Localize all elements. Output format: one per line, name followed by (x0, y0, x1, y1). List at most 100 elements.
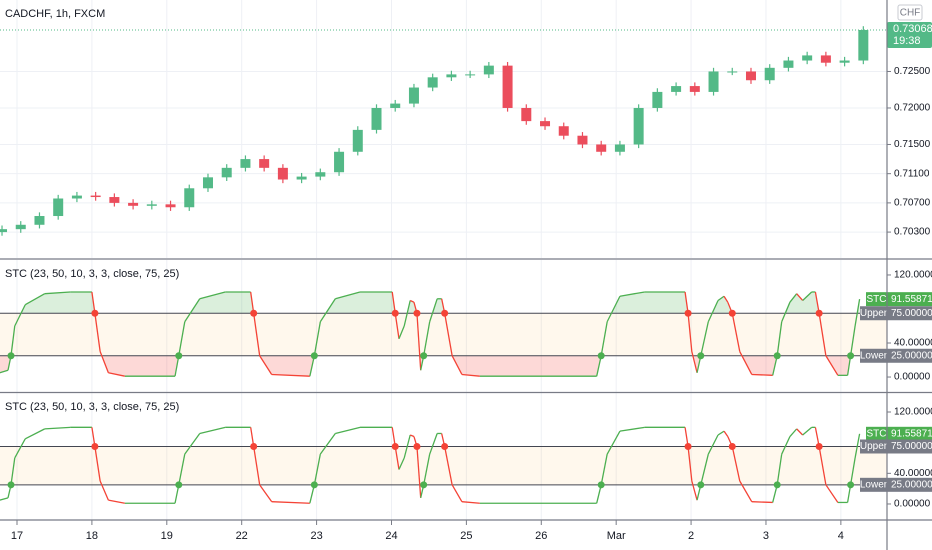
x-tick-label: 2 (688, 530, 694, 542)
x-tick-label: 18 (86, 530, 98, 542)
stc-line-segment (319, 298, 336, 323)
y-tick-label: 0.72000 (894, 103, 931, 114)
series-name-label: STC (867, 428, 887, 439)
candle-body (352, 129, 363, 152)
cross-dot (597, 481, 605, 489)
y-tick-label: 40.00000 (894, 468, 932, 479)
candle-body (15, 224, 26, 230)
candle-body (259, 159, 270, 168)
candle-body (408, 87, 419, 104)
cross-dot (441, 442, 449, 450)
stc-line-segment (319, 433, 336, 455)
stc-line-segment (394, 446, 400, 470)
stc-line-segment (818, 313, 827, 356)
level-value-label: 25.00000 (891, 350, 932, 361)
cross-dot (7, 352, 15, 360)
stc-line-segment (600, 454, 608, 485)
level-band (0, 446, 887, 485)
x-tick-label: Mar (607, 530, 626, 542)
y-tick-label: 40.00000 (894, 338, 932, 349)
cross-dot (773, 481, 781, 489)
level-name-label: Upper (860, 441, 888, 452)
stc-line-segment (108, 372, 125, 377)
stc-line-segment (391, 291, 396, 314)
stc-line-segment (10, 325, 16, 356)
y-tick-label: 0.71100 (894, 168, 930, 179)
stc-line-segment (691, 480, 698, 501)
stc-line-segment (700, 321, 709, 356)
last-price-label: 0.73068 (893, 23, 932, 35)
x-tick-label: 25 (460, 530, 472, 542)
stc-line-segment (802, 426, 813, 436)
stc-line-segment (606, 430, 621, 455)
candle-body (334, 151, 345, 173)
cross-dot (684, 442, 692, 450)
candle-body (764, 67, 775, 81)
stc-line-segment (684, 291, 689, 314)
candle-body (0, 229, 8, 233)
stc-line-segment (444, 313, 453, 356)
stc-line-segment (14, 438, 26, 459)
cross-dot (420, 481, 428, 489)
cross-dot (413, 309, 421, 317)
cross-dot (597, 352, 605, 360)
stc-line-segment (731, 313, 741, 352)
stc-line-segment (717, 430, 725, 436)
area-below (0, 355, 851, 377)
cross-dot (391, 442, 399, 450)
stc-line-segment (849, 457, 856, 485)
cross-dot (420, 352, 428, 360)
stc-line-segment (199, 291, 226, 300)
candle-body (483, 65, 494, 75)
stc-line-segment (691, 351, 698, 373)
candle-body (277, 167, 288, 180)
candle-body (202, 177, 213, 189)
stc-line-segment (451, 355, 463, 375)
cross-dot (728, 309, 736, 317)
candle-body (128, 202, 139, 206)
level-band (0, 313, 887, 356)
level-name-badge (860, 348, 887, 363)
stc-line-segment (796, 293, 804, 301)
stc-line-segment (707, 434, 719, 455)
stc-line-segment (199, 426, 226, 435)
pane-title: CADCHF, 1h, FXCM (5, 8, 105, 20)
cross-dot (7, 481, 15, 489)
cross-dot (250, 442, 258, 450)
cross-dot (728, 442, 736, 450)
y-tick-label: 0.71500 (894, 139, 931, 150)
currency-box (897, 4, 923, 21)
stc-line-segment (444, 446, 453, 485)
level-value-label: 75.00000 (891, 308, 932, 319)
x-tick-label: 24 (385, 530, 397, 542)
candle-body (633, 107, 644, 145)
stc-line-segment (409, 299, 415, 303)
stc-line-segment (94, 313, 101, 352)
y-tick-label: 0.70700 (894, 198, 931, 209)
candle-body (858, 30, 869, 61)
currency-label: CHF (900, 8, 921, 19)
stc-line-segment (429, 298, 438, 322)
stc-line-segment (731, 446, 741, 482)
stc-line-segment (250, 291, 255, 314)
stc-line-segment (814, 291, 820, 314)
level-value-label: 75.00000 (891, 441, 932, 452)
stc-line-segment (717, 295, 725, 302)
stc-line-segment (423, 321, 431, 356)
stc-line-segment (44, 426, 71, 430)
candle-body (165, 204, 176, 208)
stc-line-segment (253, 446, 261, 485)
candle-body (71, 195, 82, 199)
level-value-badge (887, 477, 932, 492)
candle-body (671, 86, 682, 92)
cross-dot (310, 352, 318, 360)
level-value-badge (887, 306, 932, 321)
x-tick-label: 4 (838, 530, 844, 542)
y-tick-label: 0.72500 (894, 66, 931, 77)
candle-body (184, 188, 195, 208)
y-tick-label: 120.00000 (894, 270, 932, 281)
stc-line-segment (416, 446, 422, 498)
cross-dot (684, 309, 692, 317)
cross-dot (91, 442, 99, 450)
stc-line-segment (619, 291, 645, 297)
